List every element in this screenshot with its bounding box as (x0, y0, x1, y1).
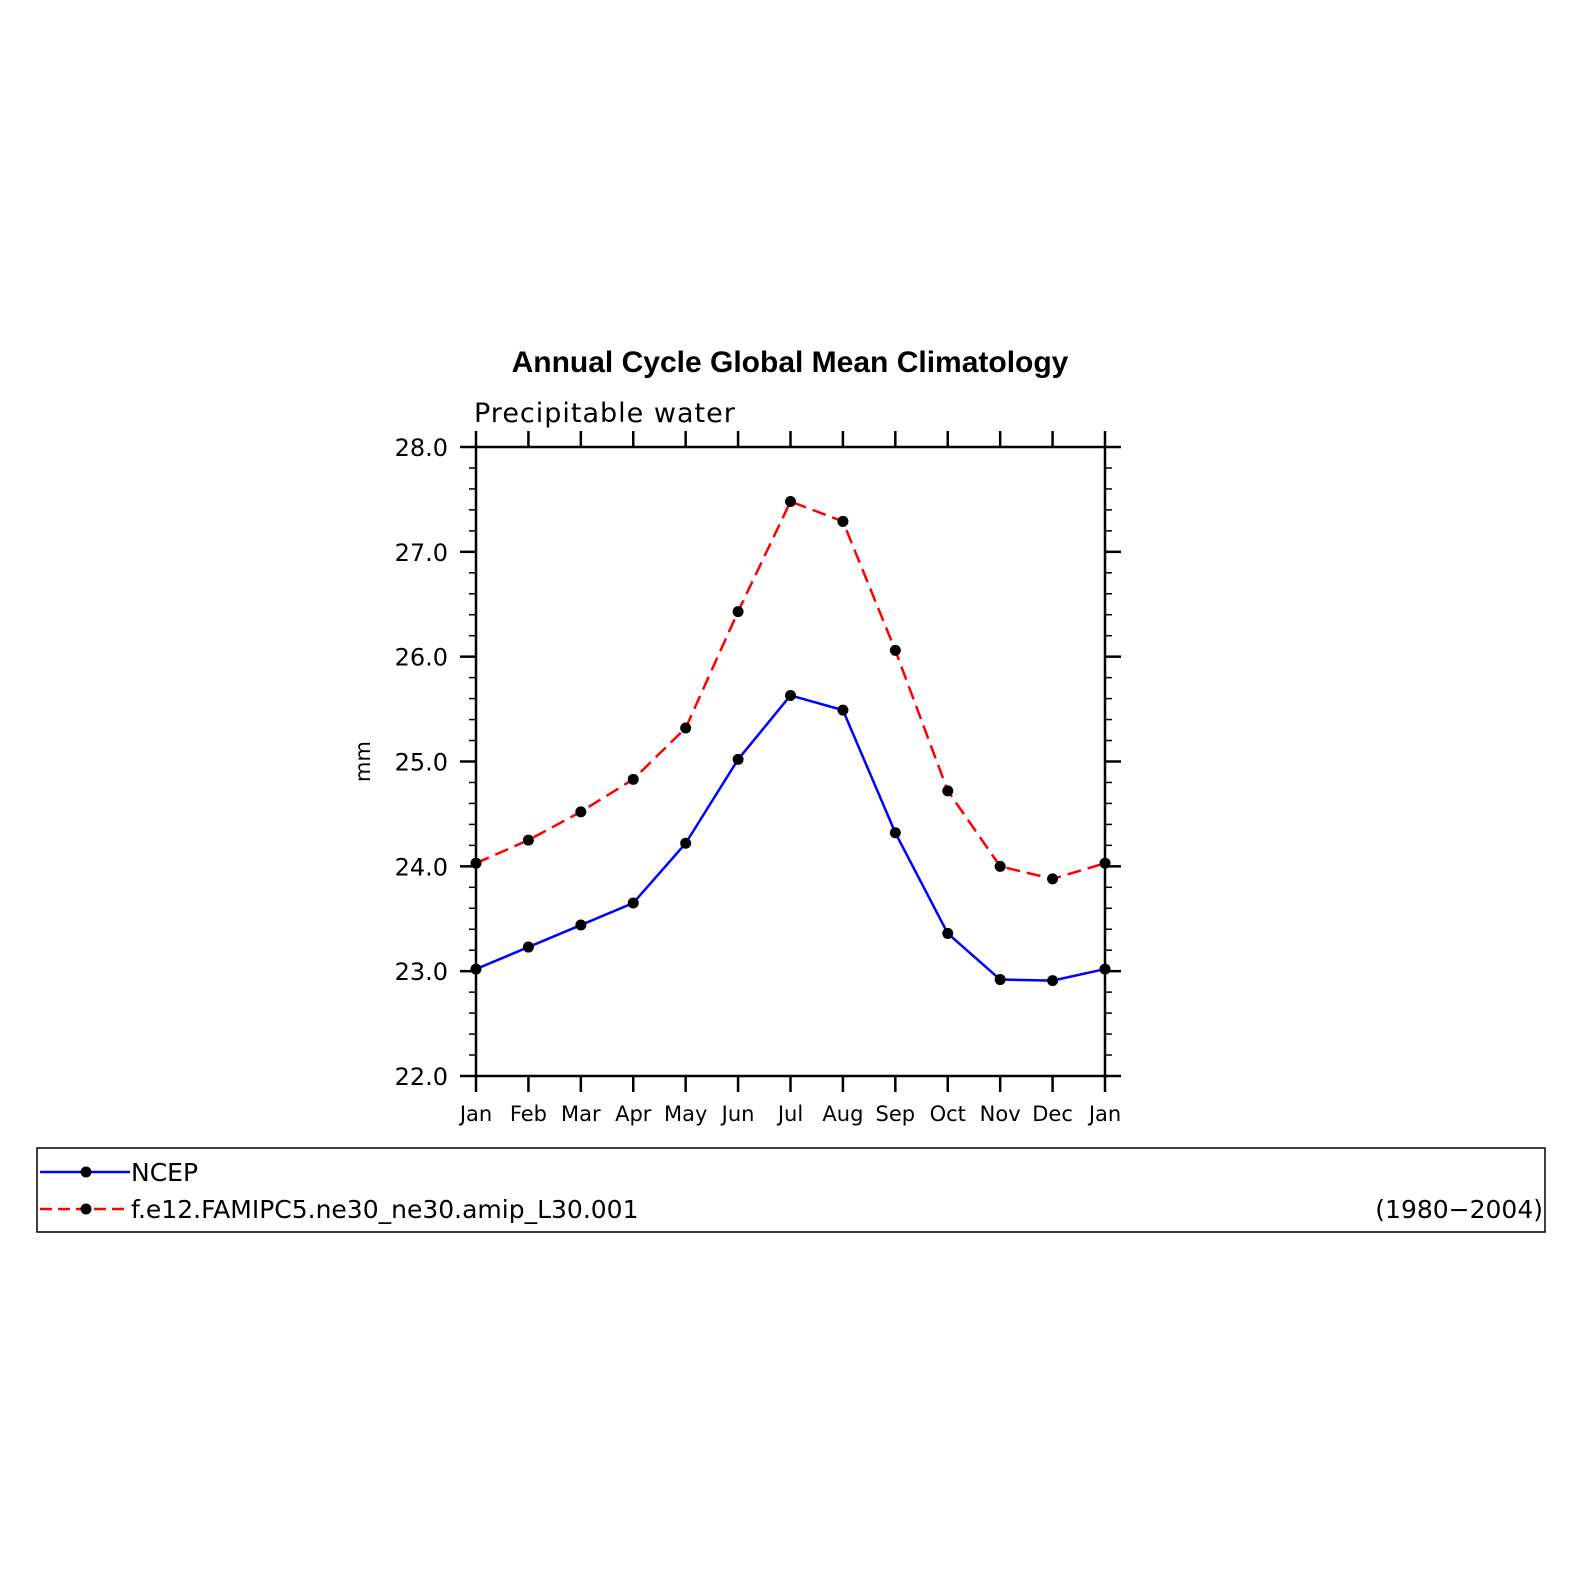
y-axis-label: mm (351, 741, 375, 782)
series-1-point (942, 927, 954, 939)
plot-frame (474, 445, 1107, 1078)
series-1-point (627, 897, 639, 909)
series-2-point (732, 606, 744, 618)
series-2-point (680, 722, 692, 734)
x-tick-label: Jan (1087, 1102, 1121, 1126)
axis-ticks (460, 431, 1121, 1092)
series-2-point (994, 860, 1006, 872)
y-tick-label: 22.0 (395, 1063, 448, 1091)
y-tick-label: 24.0 (395, 853, 448, 881)
y-tick-label: 27.0 (395, 539, 448, 567)
y-tick-label: 28.0 (395, 434, 448, 462)
series-line-1 (475, 694, 1106, 982)
y-tick-label: 23.0 (395, 958, 448, 986)
series-1-point (994, 974, 1006, 986)
x-tick-label: May (664, 1102, 707, 1126)
series-1-point (889, 827, 901, 839)
x-tick-label: Jul (776, 1102, 803, 1126)
series-1-point (1047, 975, 1059, 987)
series-1-point (470, 963, 482, 975)
x-tick-label: Dec (1032, 1102, 1073, 1126)
y-tick-label: 25.0 (395, 749, 448, 777)
legend-entry-label: NCEP (131, 1158, 198, 1187)
series-2-point (785, 496, 796, 508)
x-tick-label: Apr (615, 1102, 652, 1126)
series-1-point (837, 704, 849, 716)
series-2-point (522, 834, 534, 846)
legend-box (36, 1147, 1546, 1233)
series-2-point (1099, 857, 1111, 869)
chart-subtitle: Precipitable water (474, 398, 736, 429)
legend-items: NCEP f.e12.FAMIPC5.ne30_ne30.amip_L30.001 (40, 1158, 639, 1224)
legend-swatch-marker (80, 1166, 92, 1178)
axis-tick-labels: 22.0 23.0 24.0 25.0 26.0 27.0 28.0 Jan Feb Mar Apr… (395, 434, 1122, 1126)
legend-entry-label: f.e12.FAMIPC5.ne30_ne30.amip_L30.001 (131, 1195, 639, 1224)
series-2-point (627, 773, 639, 785)
x-tick-label: Aug (822, 1102, 863, 1126)
series-1-point (785, 689, 796, 701)
series-2-point (889, 644, 901, 656)
series-lines (475, 500, 1106, 982)
series-2-point (837, 515, 849, 527)
legend: NCEP f.e12.FAMIPC5.ne30_ne30.amip_L30.001… (36, 1147, 1546, 1233)
x-tick-label: Jan (458, 1102, 492, 1126)
series-1-point (522, 941, 534, 953)
series-2-point (575, 806, 587, 818)
y-tick-label: 26.0 (395, 644, 448, 672)
chart-title: Annual Cycle Global Mean Climatology (512, 346, 1069, 379)
legend-period-note: (1980−2004) (1375, 1195, 1543, 1224)
series-2-point (470, 857, 482, 869)
series-2-point (1047, 873, 1059, 885)
legend-swatch-marker (80, 1203, 92, 1215)
x-tick-label: Jun (720, 1102, 755, 1126)
x-tick-label: Mar (561, 1102, 601, 1126)
x-tick-label: Feb (510, 1102, 547, 1126)
series-points (470, 496, 1111, 987)
series-1-point (1099, 963, 1111, 975)
series-1-point (732, 753, 744, 765)
x-tick-label: Sep (876, 1102, 916, 1126)
x-tick-label: Nov (980, 1102, 1021, 1126)
series-1-point (680, 837, 692, 849)
x-tick-label: Oct (930, 1102, 966, 1126)
series-2-point (942, 785, 954, 797)
series-1-point (575, 919, 587, 931)
